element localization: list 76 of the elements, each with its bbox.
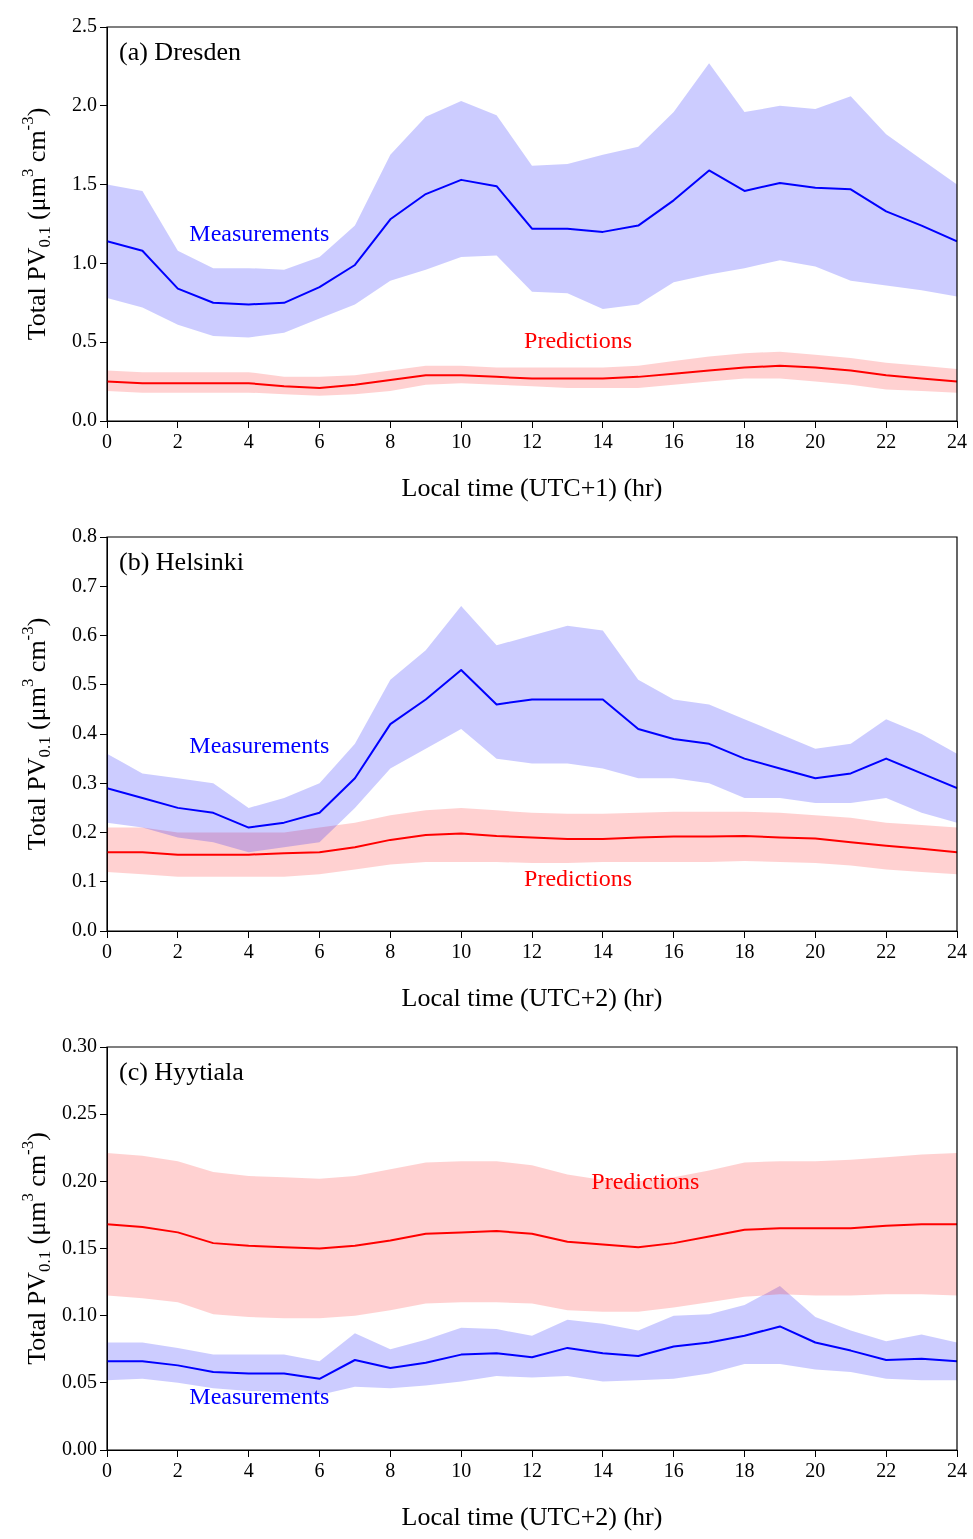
- x-tick-label: 12: [522, 1459, 542, 1482]
- x-tick-label: 18: [734, 430, 755, 453]
- x-tick-label: 4: [243, 430, 254, 453]
- series-label: Predictions: [524, 327, 633, 354]
- x-axis-title: Local time (UTC+1) (hr): [401, 472, 663, 502]
- x-tick-label: 10: [451, 430, 472, 453]
- y-tick-label: 0.5: [72, 672, 97, 694]
- x-tick-label: 6: [314, 430, 325, 453]
- y-tick-label: 0.3: [72, 770, 97, 793]
- x-tick-label: 6: [314, 940, 325, 963]
- x-tick-label: 10: [451, 1459, 472, 1482]
- y-tick-label: 0.4: [72, 721, 97, 744]
- x-tick-label: 2: [172, 940, 183, 963]
- x-tick-label: 0: [102, 1459, 112, 1482]
- x-tick-label: 20: [805, 1459, 826, 1482]
- x-tick-label: 8: [385, 940, 396, 963]
- x-tick-label: 8: [385, 1459, 396, 1482]
- chart-title: (c) Hyytiala: [119, 1056, 245, 1086]
- y-tick-label: 0.00: [62, 1437, 97, 1460]
- y-tick-label: 0.7: [72, 573, 97, 596]
- x-tick-label: 0: [102, 940, 112, 963]
- x-axis-title: Local time (UTC+2) (hr): [401, 1501, 663, 1531]
- x-tick-label: 18: [734, 940, 755, 963]
- x-tick-label: 22: [876, 1459, 897, 1482]
- y-axis-title: Total PV0.1 (μm3 cm-3): [18, 617, 55, 851]
- y-tick-label: 0.6: [72, 622, 97, 645]
- x-tick-label: 24: [947, 940, 967, 963]
- y-tick-label: 1.0: [72, 250, 97, 273]
- y-tick-label: 0.10: [62, 1302, 97, 1325]
- y-tick-label: 0.8: [72, 524, 97, 547]
- x-tick-label: 12: [522, 940, 542, 963]
- x-tick-label: 18: [734, 1459, 755, 1482]
- chart-title: (a) Dresden: [119, 36, 241, 66]
- x-tick-label: 2: [172, 430, 183, 453]
- y-tick-label: 2.0: [72, 93, 97, 116]
- x-tick-label: 20: [805, 940, 826, 963]
- x-tick-label: 14: [592, 430, 613, 453]
- x-tick-label: 4: [243, 940, 254, 963]
- y-tick-label: 0.25: [62, 1101, 97, 1124]
- x-tick-label: 22: [876, 940, 897, 963]
- y-tick-label: 2.5: [72, 14, 97, 37]
- x-tick-label: 24: [947, 430, 967, 453]
- x-tick-label: 0: [102, 430, 112, 453]
- y-tick-label: 0.1: [72, 869, 97, 891]
- x-tick-label: 24: [947, 1459, 967, 1482]
- series-label: Predictions: [591, 1167, 700, 1194]
- y-tick-label: 0.0: [72, 918, 97, 941]
- y-tick-label: 0.20: [62, 1168, 97, 1191]
- chart-title: (b) Helsinki: [119, 546, 244, 576]
- x-tick-label: 8: [385, 430, 396, 453]
- y-tick-label: 0.15: [62, 1235, 97, 1258]
- series-label: Predictions: [524, 864, 633, 891]
- x-tick-label: 2: [172, 1459, 183, 1482]
- y-axis-title: Total PV0.1 (μm3 cm-3): [18, 107, 55, 341]
- y-tick-label: 0.2: [72, 819, 97, 842]
- y-tick-label: 0.30: [62, 1034, 97, 1057]
- y-tick-label: 0.0: [72, 408, 97, 431]
- x-tick-label: 16: [663, 430, 684, 453]
- x-tick-label: 14: [592, 940, 613, 963]
- x-tick-label: 6: [314, 1459, 325, 1482]
- x-axis-title: Local time (UTC+2) (hr): [401, 982, 663, 1012]
- x-tick-label: 12: [522, 430, 542, 453]
- x-tick-label: 10: [451, 940, 472, 963]
- x-tick-label: 14: [592, 1459, 613, 1482]
- x-tick-label: 20: [805, 430, 826, 453]
- series-label: Measurements: [189, 731, 330, 758]
- x-tick-label: 4: [243, 1459, 254, 1482]
- x-tick-label: 16: [663, 1459, 684, 1482]
- y-tick-label: 1.5: [72, 171, 97, 194]
- x-tick-label: 16: [663, 940, 684, 963]
- x-tick-label: 22: [876, 430, 897, 453]
- y-axis-title: Total PV0.1 (μm3 cm-3): [18, 1132, 55, 1365]
- series-label: Measurements: [189, 1382, 330, 1409]
- y-tick-label: 0.5: [72, 329, 97, 352]
- y-tick-label: 0.05: [62, 1370, 97, 1393]
- series-label: Measurements: [189, 220, 330, 247]
